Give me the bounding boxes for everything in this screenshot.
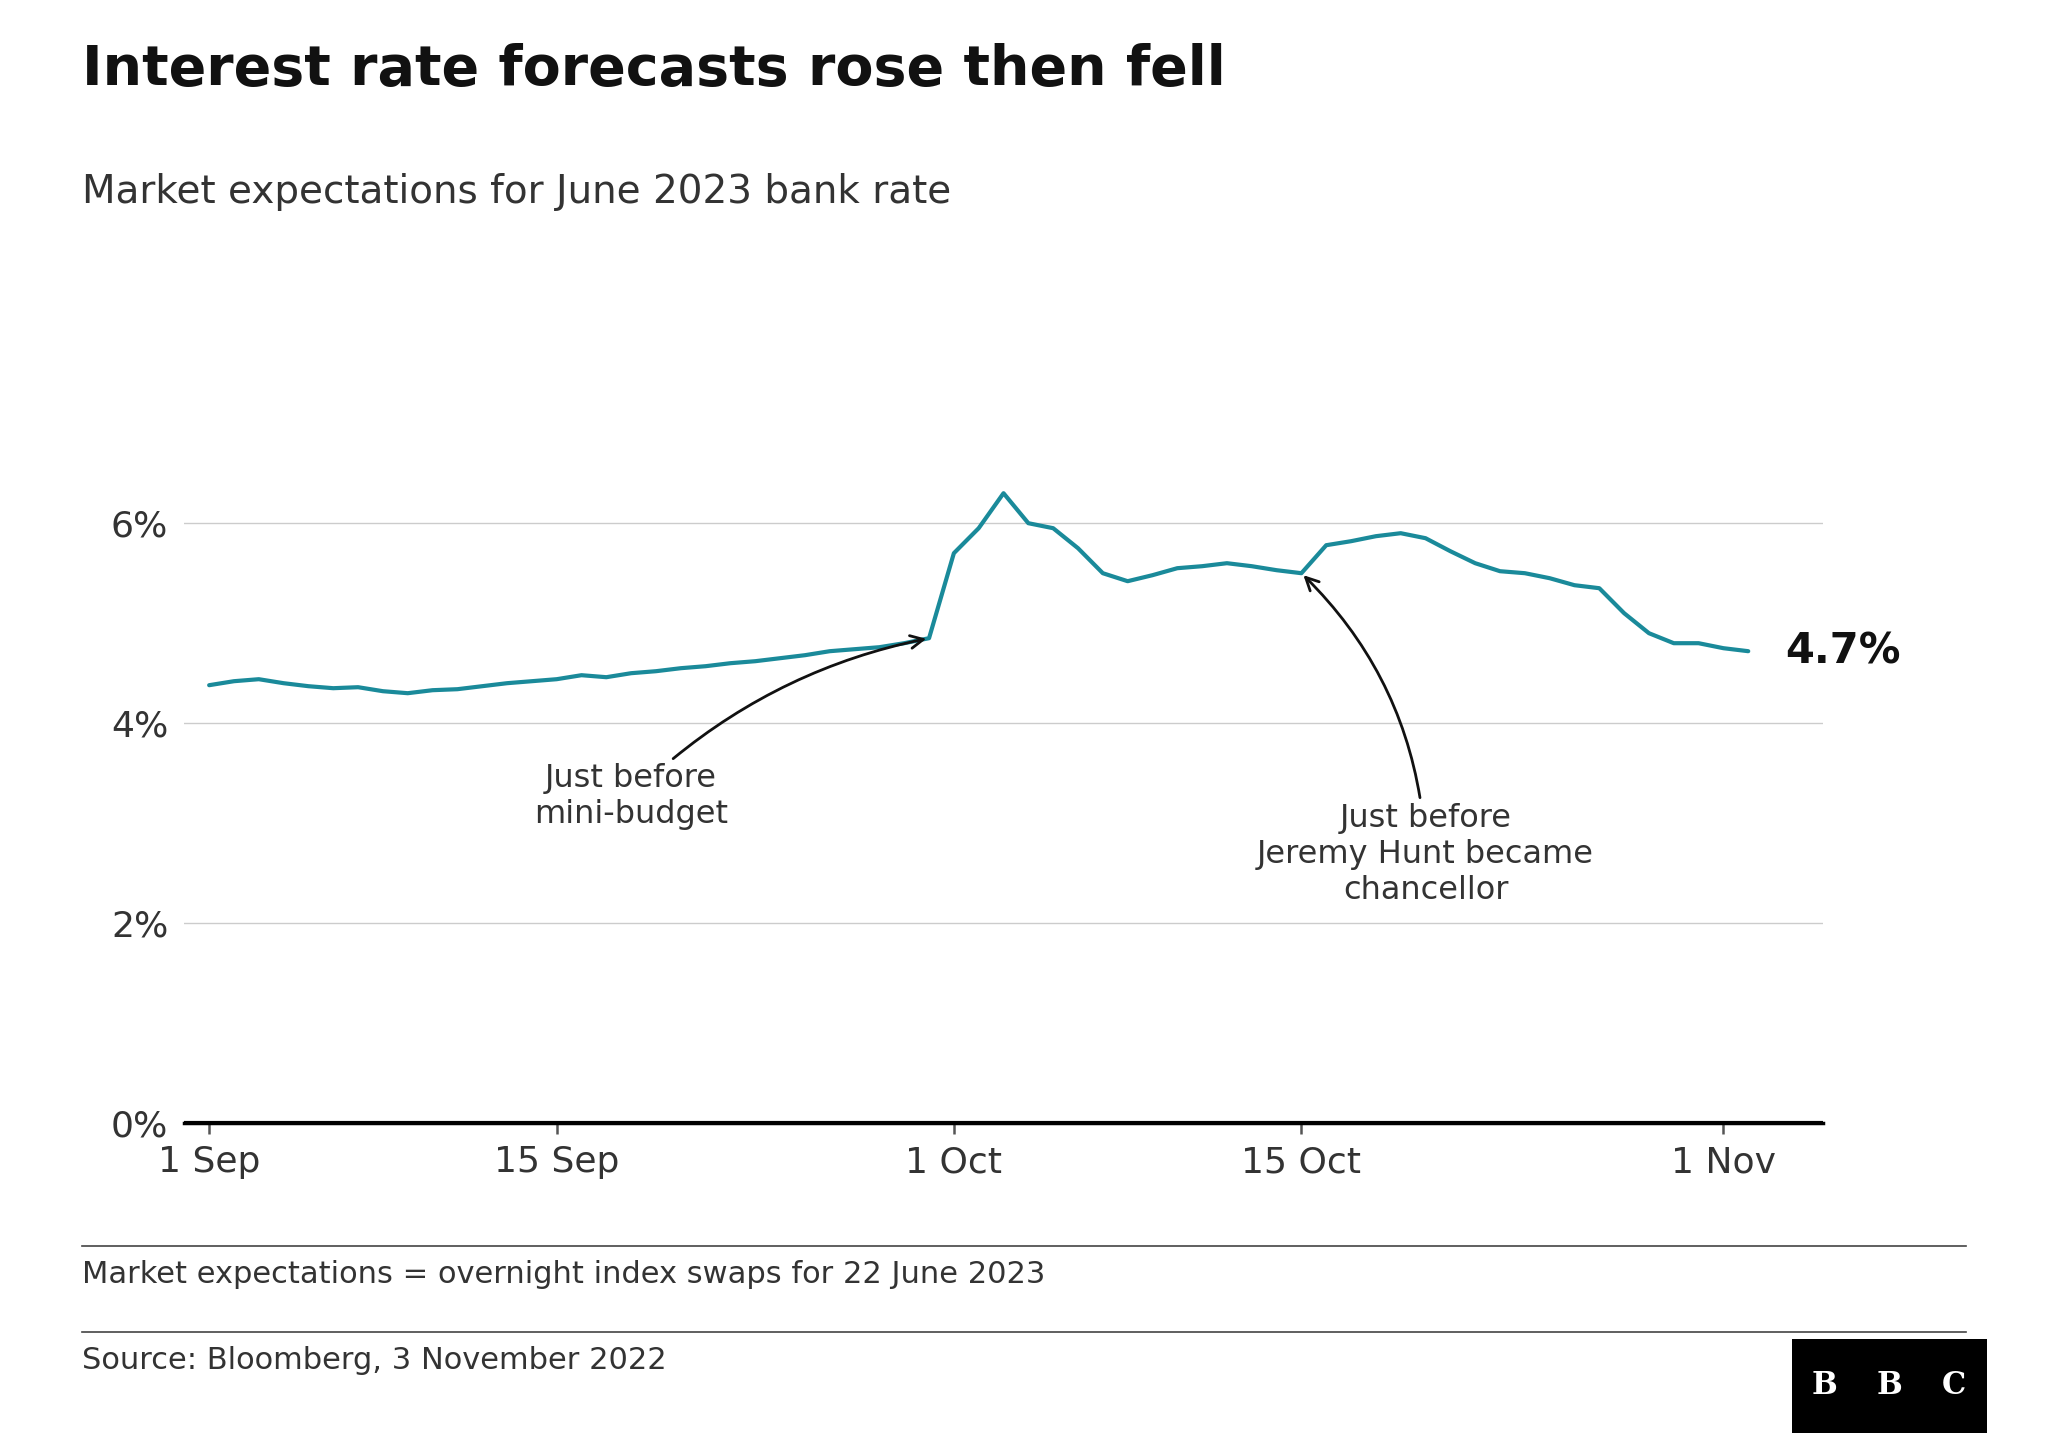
Text: Just before
mini-budget: Just before mini-budget — [535, 635, 924, 829]
Bar — [1921, 1339, 1987, 1433]
Text: Source: Bloomberg, 3 November 2022: Source: Bloomberg, 3 November 2022 — [82, 1346, 666, 1375]
Text: B: B — [1876, 1371, 1903, 1401]
Text: B: B — [1812, 1371, 1837, 1401]
Text: 4.7%: 4.7% — [1786, 631, 1901, 672]
Text: Just before
Jeremy Hunt became
chancellor: Just before Jeremy Hunt became chancello… — [1257, 577, 1593, 906]
Bar — [1858, 1339, 1921, 1433]
Text: Market expectations = overnight index swaps for 22 June 2023: Market expectations = overnight index sw… — [82, 1260, 1044, 1289]
Text: Market expectations for June 2023 bank rate: Market expectations for June 2023 bank r… — [82, 173, 950, 210]
Bar — [1792, 1339, 1858, 1433]
Text: Interest rate forecasts rose then fell: Interest rate forecasts rose then fell — [82, 43, 1225, 98]
Text: C: C — [1942, 1371, 1966, 1401]
